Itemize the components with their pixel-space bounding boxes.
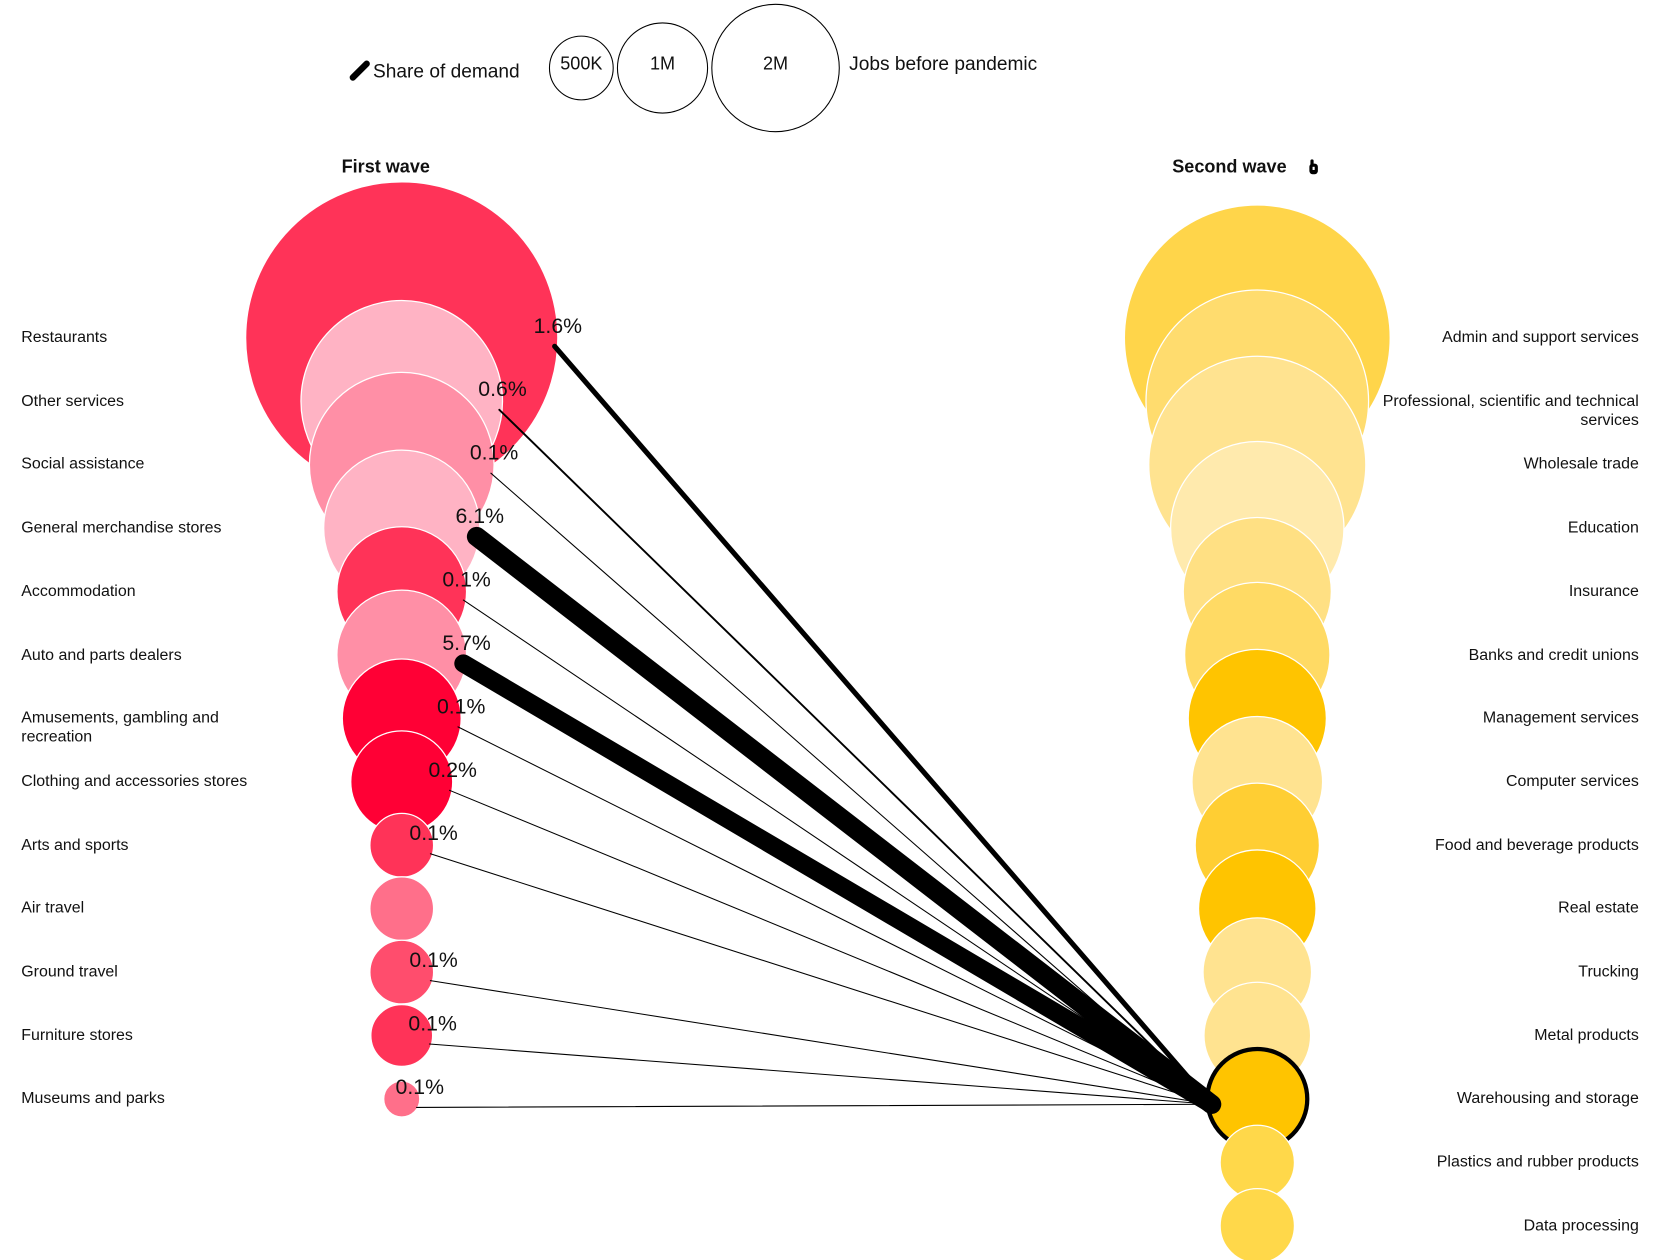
- second-wave-label: Data processing: [1523, 1216, 1639, 1235]
- share-legend-label: Share of demand: [373, 61, 520, 82]
- first-wave-label: Museums and parks: [21, 1089, 165, 1108]
- share-label: 0.2%: [428, 758, 477, 782]
- pointer-icon: [1309, 159, 1318, 175]
- size-legend-value: 1M: [650, 54, 675, 74]
- demand-link: [462, 599, 1213, 1105]
- first-wave-label: Auto and parts dealers: [21, 645, 182, 664]
- second-wave-label: Wholesale trade: [1523, 455, 1639, 474]
- first-wave-label: Amusements, gambling and recreation: [21, 708, 219, 747]
- second-wave-label: Trucking: [1578, 962, 1639, 981]
- size-legend-circle: [548, 35, 614, 101]
- demand-link: [429, 853, 1213, 1105]
- share-labels: 1.6% 0.6% 0.1% 6.1% 0.1% 5.7% 0.1% 0.2% 0.1% 0.1%…: [396, 314, 583, 1099]
- first-wave-label: Restaurants: [21, 328, 108, 347]
- second-wave-label: Metal products: [1534, 1025, 1639, 1045]
- second-wave-label: Management services: [1482, 708, 1639, 727]
- second-wave-label: Insurance: [1568, 581, 1639, 601]
- first-wave-label: Air travel: [21, 899, 85, 918]
- size-legend: 500K 1M 2M: [548, 3, 840, 133]
- demand-link: [454, 654, 1221, 1114]
- first-wave-label: Clothing and accessories stores: [21, 772, 248, 791]
- first-wave-label: Other services: [21, 391, 125, 410]
- first-wave-bubble: [370, 1004, 434, 1068]
- share-label: 5.7%: [442, 631, 491, 655]
- demand-link: [498, 408, 1213, 1106]
- size-legend-circle: [711, 3, 840, 133]
- share-label: 0.1%: [408, 1012, 457, 1036]
- second-wave-label: Real estate: [1558, 899, 1639, 918]
- size-legend-value: 2M: [763, 54, 788, 74]
- share-label: 0.1%: [409, 948, 458, 972]
- demand-link: [552, 343, 1215, 1107]
- second-wave-label: Admin and support services: [1442, 328, 1639, 347]
- demand-link: [429, 980, 1213, 1105]
- second-wave-label: Computer services: [1505, 772, 1639, 791]
- share-label: 0.6%: [478, 377, 527, 401]
- size-legend-value: 500K: [560, 54, 602, 74]
- first-wave-title: First wave: [342, 157, 430, 177]
- share-label: 0.1%: [437, 694, 486, 718]
- second-wave-label: Warehousing and storage: [1456, 1089, 1639, 1108]
- second-wave-label: Education: [1567, 518, 1639, 537]
- demand-link: [416, 1103, 1213, 1108]
- second-wave-label: Plastics and rubber products: [1436, 1152, 1639, 1171]
- first-wave-bubble: [383, 1080, 421, 1118]
- first-wave-label: Furniture stores: [21, 1025, 133, 1045]
- share-label: 0.1%: [470, 441, 519, 465]
- second-wave-bubbles: [1123, 204, 1391, 1260]
- size-legend-circle: [616, 22, 709, 114]
- share-icon: [349, 60, 370, 81]
- demand-link: [490, 472, 1213, 1105]
- first-wave-label: Ground travel: [21, 962, 118, 981]
- share-label: 0.1%: [396, 1075, 445, 1099]
- second-wave-label: Food and beverage products: [1434, 835, 1639, 854]
- share-label: 1.6%: [534, 314, 583, 338]
- share-label: 6.1%: [456, 504, 505, 528]
- share-label: 0.1%: [409, 821, 458, 845]
- links: [416, 343, 1222, 1114]
- first-wave-label: Arts and sports: [21, 835, 129, 854]
- demand-link: [457, 726, 1213, 1105]
- demand-link: [466, 526, 1222, 1114]
- first-wave-label: General merchandise stores: [21, 518, 222, 537]
- first-wave-bubble: [369, 939, 435, 1005]
- second-wave-label: Professional, scientific and technical s…: [1382, 391, 1639, 429]
- demand-link: [428, 1043, 1213, 1105]
- second-wave-bubble: [1219, 1188, 1296, 1260]
- first-wave-label: Social assistance: [21, 455, 145, 474]
- second-wave-label: Banks and credit unions: [1468, 645, 1639, 664]
- demand-link: [449, 789, 1213, 1105]
- first-wave-label: Accommodation: [21, 581, 136, 601]
- first-wave-bubbles: [244, 181, 559, 1118]
- share-label: 0.1%: [442, 568, 491, 592]
- size-legend-label: Jobs before pandemic: [849, 54, 1038, 75]
- first-wave-bubble: [369, 876, 435, 942]
- second-wave-title: Second wave: [1172, 157, 1286, 177]
